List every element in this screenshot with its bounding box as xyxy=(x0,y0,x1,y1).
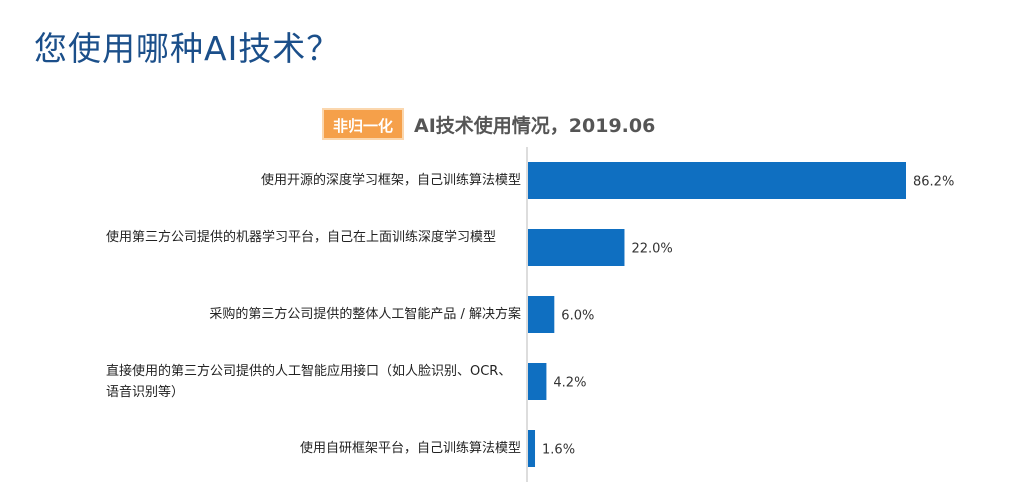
bar-3 xyxy=(528,363,547,400)
category-label-2: 采购的第三方公司提供的整体人工智能产品 / 解决方案 xyxy=(209,307,521,322)
bar-2 xyxy=(528,296,555,333)
bar-4 xyxy=(528,430,536,467)
value-label-2: 6.0% xyxy=(561,309,594,324)
category-label-0: 使用开源的深度学习框架，自己训练算法模型 xyxy=(260,173,521,188)
category-label-3: 直接使用的第三方公司提供的人工智能应用接口（如人脸识别、OCR、语音识别等） xyxy=(106,363,512,400)
value-label-1: 22.0% xyxy=(631,242,672,257)
category-label-1: 使用第三方公司提供的机器学习平台，自己在上面训练深度学习模型 xyxy=(106,229,497,245)
value-label-4: 1.6% xyxy=(542,443,575,458)
page-title: 您使用哪种AI技术？ xyxy=(34,29,341,68)
value-label-0: 86.2% xyxy=(913,175,954,190)
chart-header: 非归一化 AI技术使用情况，2019.06 xyxy=(322,106,655,142)
normalization-badge: 非归一化 xyxy=(322,108,405,140)
bar-1 xyxy=(528,229,625,266)
bar-0 xyxy=(528,162,906,199)
value-label-3: 4.2% xyxy=(553,376,586,391)
chart-title: AI技术使用情况，2019.06 xyxy=(414,114,656,137)
category-label-4: 使用自研框架平台，自己训练算法模型 xyxy=(299,441,521,456)
